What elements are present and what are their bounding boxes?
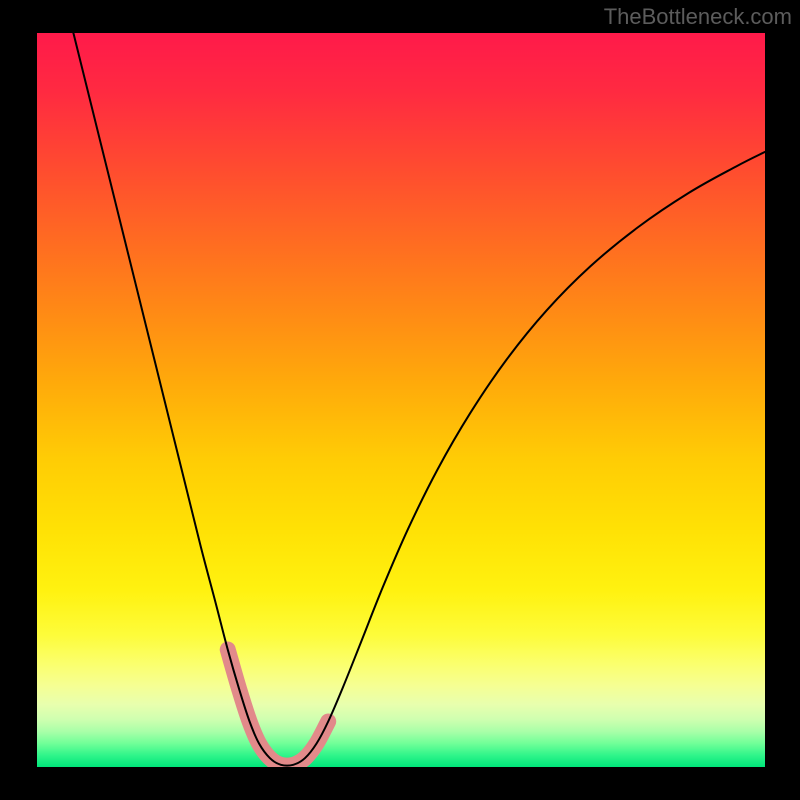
gradient-background	[37, 33, 765, 767]
outer-frame: TheBottleneck.com	[0, 0, 800, 800]
watermark-text: TheBottleneck.com	[604, 4, 792, 30]
bottleneck-chart	[0, 0, 800, 800]
